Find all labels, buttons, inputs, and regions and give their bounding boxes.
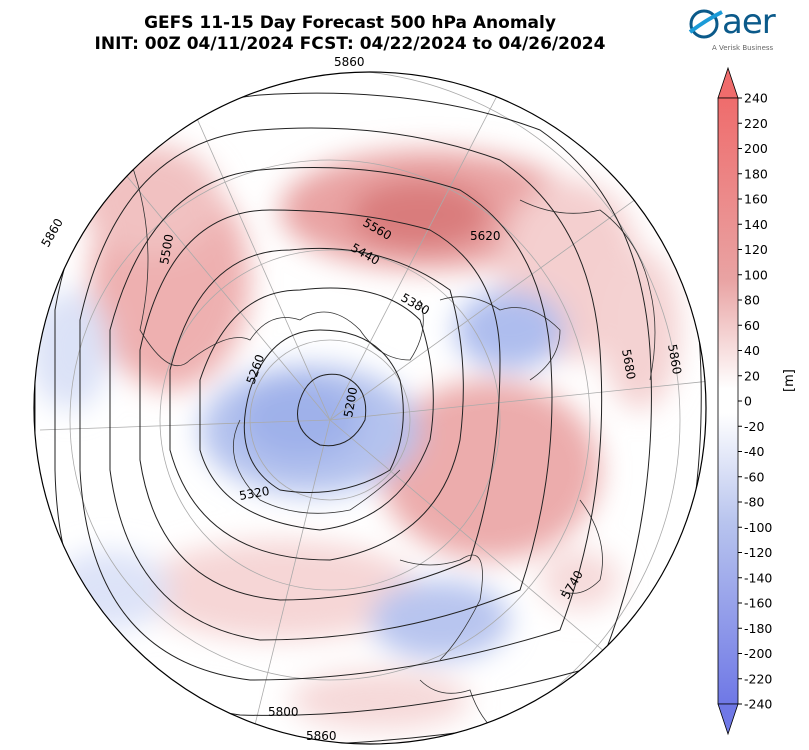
colorbar-tick-label: -240 — [744, 697, 772, 712]
contour-label: 5200 — [341, 386, 360, 419]
colorbar-tick-label: -160 — [744, 596, 772, 611]
logo-tagline: A Verisk Business — [712, 44, 774, 52]
contour-label: 5620 — [470, 229, 501, 243]
anomaly-shading — [34, 145, 680, 730]
colorbar-tick-label: 140 — [744, 217, 768, 232]
contour-label: 5500 — [157, 233, 176, 266]
colorbar-tick-label: -220 — [744, 671, 772, 686]
colorbar-tick-label: -120 — [744, 545, 772, 560]
colorbar-tick-label: 80 — [744, 293, 760, 308]
logo-wordmark: aer — [722, 2, 776, 42]
contour-label: 5860 — [334, 55, 365, 69]
contour-label: 5860 — [306, 729, 337, 743]
colorbar-tick-label: 200 — [744, 141, 768, 156]
globe-logo-icon — [688, 9, 723, 39]
colorbar-tick-label: 240 — [744, 91, 768, 106]
colorbar-unit-label: [m] — [782, 369, 797, 392]
aer-logo: aer A Verisk Business — [686, 2, 786, 54]
colorbar-tick-label: 180 — [744, 166, 768, 181]
map-title: GEFS 11-15 Day Forecast 500 hPa Anomaly — [144, 13, 556, 33]
colorbar-tick-label: 20 — [744, 368, 760, 383]
colorbar-tick-label: 160 — [744, 192, 768, 207]
contour-label: 5320 — [238, 484, 271, 503]
colorbar-tick-label: 100 — [744, 267, 768, 282]
contour-label: 5800 — [268, 705, 299, 719]
colorbar-tick-label: -180 — [744, 621, 772, 636]
colorbar-tick-label: 60 — [744, 318, 760, 333]
forecast-period-subtitle: INIT: 00Z 04/11/2024 FCST: 04/22/2024 to… — [94, 34, 606, 54]
colorbar-tick-label: -100 — [744, 520, 772, 535]
colorbar-tick-label: 40 — [744, 343, 760, 358]
colorbar-tick-label: 220 — [744, 116, 768, 131]
colorbar-tick-label: -40 — [744, 444, 764, 459]
map-boundary — [33, 71, 707, 745]
coastlines — [129, 159, 656, 736]
colorbar-tick-label: -200 — [744, 646, 772, 661]
colorbar-tick-label: -80 — [744, 495, 764, 510]
contour-label: 5680 — [619, 348, 638, 381]
colorbar-tick-label: -60 — [744, 469, 764, 484]
colorbar-tick-label: 0 — [744, 394, 752, 409]
colorbar-tick-label: 120 — [744, 242, 768, 257]
contour-label: 5860 — [665, 343, 684, 376]
colorbar-tick-label: -20 — [744, 419, 764, 434]
colorbar-tick-label: -140 — [744, 570, 772, 585]
